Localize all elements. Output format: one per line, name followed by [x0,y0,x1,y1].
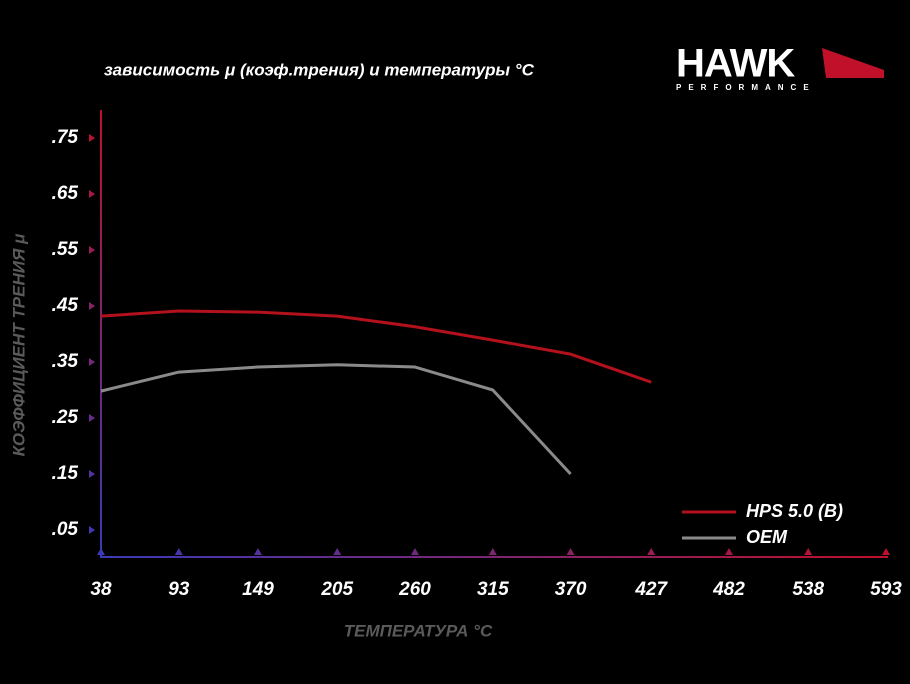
y-tick-label: .55 [52,239,79,260]
y-tick [89,302,95,310]
y-tick [89,414,95,422]
x-axis [100,556,888,558]
y-tick-label: .15 [52,463,79,484]
y-tick [89,470,95,478]
x-tick [804,548,813,555]
y-tick-label: .35 [52,351,79,372]
x-tick [333,548,342,555]
x-axis-label: ТЕМПЕРАТУРА °C [344,621,493,640]
x-tick [254,548,262,555]
y-tick [89,246,95,254]
x-tick-label: 593 [870,579,902,600]
x-tick [566,548,575,555]
y-tick-label: .65 [52,183,79,204]
x-tick-label: 260 [398,579,431,600]
x-tick-label: 93 [168,579,190,600]
x-tick-label: 370 [555,579,587,600]
x-tick-label: 315 [477,579,509,600]
x-tick [174,548,183,555]
x-tick-label: 205 [320,579,353,600]
y-tick [89,358,95,366]
logo-wing [822,48,884,78]
x-tick [488,548,497,555]
y-tick-label: .75 [52,127,79,148]
x-tick [411,548,419,555]
y-tick [89,526,95,534]
x-tick-label: 427 [634,579,668,600]
series-line [100,309,652,384]
x-tick [647,548,656,555]
x-tick-label: 482 [712,579,745,600]
x-tick-label: 538 [792,579,824,600]
y-tick-label: .05 [52,519,79,540]
y-tick-label: .45 [52,295,79,316]
x-tick [882,548,890,555]
logo-subtext: PERFORMANCE [676,83,816,92]
legend-label: HPS 5.0 (B) [746,501,843,521]
y-tick-label: .25 [52,407,79,428]
logo: HAWK [676,42,795,86]
chart-title: зависимость μ (коэф.трения) и температур… [104,60,535,79]
y-tick [89,190,95,198]
x-tick-label: 38 [90,579,112,600]
y-axis [100,110,102,558]
y-axis-label: КОЭФФИЦИЕНТ ТРЕНИЯ μ [9,233,28,456]
x-tick [725,548,733,555]
x-tick-label: 149 [242,579,274,600]
y-tick [89,134,95,142]
legend-label: OEM [746,527,788,547]
x-tick [97,548,105,555]
series-line [100,363,572,476]
